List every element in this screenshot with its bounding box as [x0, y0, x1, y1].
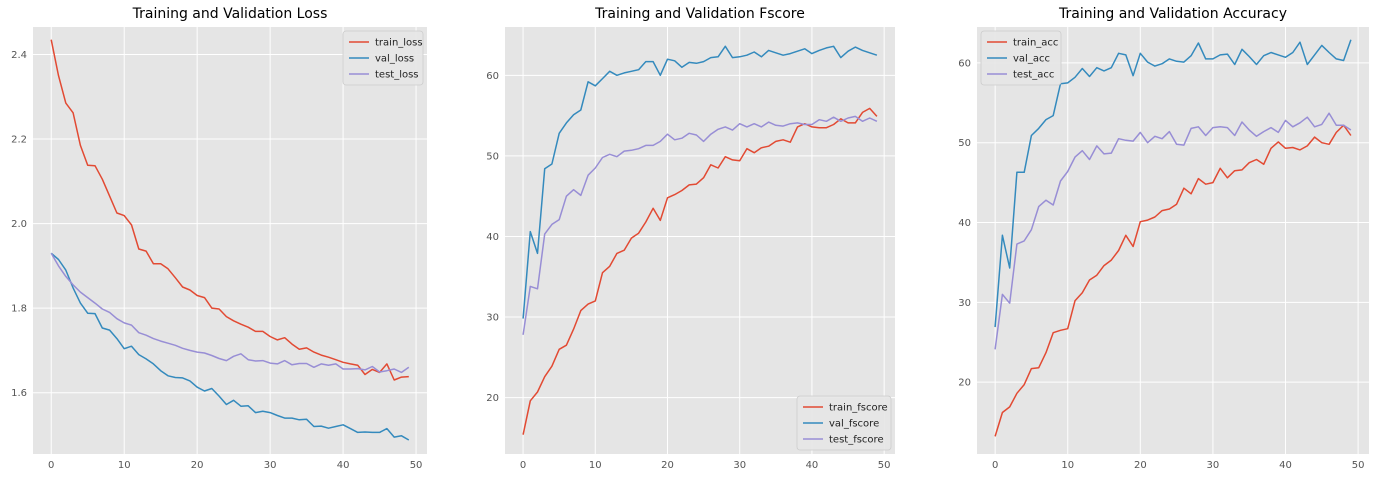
x-tick-label: 50	[410, 460, 423, 471]
plot-area	[977, 27, 1369, 454]
y-tick-label: 1.8	[11, 304, 27, 315]
legend-label: train_fscore	[829, 403, 888, 414]
x-tick-label: 50	[878, 460, 891, 471]
y-tick-label: 30	[486, 313, 499, 324]
x-tick-label: 40	[806, 460, 819, 471]
legend-box	[796, 395, 892, 451]
y-tick-label: 50	[486, 151, 499, 162]
series-line-train_fscore	[522, 107, 878, 435]
plot-area	[33, 27, 427, 454]
y-tick-label: 40	[486, 232, 499, 243]
x-tick-label: 40	[1279, 460, 1292, 471]
y-tick-label: 20	[958, 378, 971, 389]
legend-label: val_loss	[375, 54, 414, 65]
legend: train_acc val_acc test_acc	[980, 30, 1062, 86]
x-tick-label: 50	[1352, 460, 1365, 471]
x-tick-label: 30	[733, 460, 746, 471]
legend: train_fscore val_fscore test_fscore	[796, 395, 892, 451]
x-tick-label: 0	[520, 460, 526, 471]
series-line-test_loss	[50, 252, 410, 374]
legend-label: train_acc	[1013, 38, 1058, 49]
x-tick-label: 40	[337, 460, 350, 471]
y-tick-label: 60	[958, 58, 971, 69]
y-tick-label: 60	[486, 71, 499, 82]
y-tick-label: 20	[486, 393, 499, 404]
y-tick-label: 2.2	[11, 135, 27, 146]
legend-label: test_loss	[375, 70, 419, 81]
legend-label: train_loss	[375, 38, 423, 49]
x-tick-label: 10	[589, 460, 602, 471]
y-tick-label: 50	[958, 138, 971, 149]
series-line-test_acc	[994, 112, 1352, 350]
legend-label: test_acc	[1013, 70, 1054, 81]
x-tick-label: 20	[191, 460, 204, 471]
chart-title: Training and Validation Loss	[132, 6, 328, 22]
y-tick-label: 30	[958, 298, 971, 309]
series-line-train_acc	[994, 124, 1352, 437]
x-tick-label: 30	[264, 460, 277, 471]
y-tick-label: 2.4	[11, 50, 27, 61]
legend-box	[980, 30, 1062, 86]
series-line-val_loss	[50, 252, 410, 441]
x-tick-label: 10	[118, 460, 131, 471]
x-tick-label: 10	[1061, 460, 1074, 471]
x-tick-label: 30	[1207, 460, 1220, 471]
legend-box	[342, 30, 424, 86]
chart-panel-1: 0 10 20 30 40 50 1.6 1.8 2.0 2.2 2.4 Training and V…	[11, 6, 427, 471]
series-line-val_acc	[994, 39, 1352, 328]
chart-title: Training and Validation Fscore	[594, 6, 805, 22]
x-tick-label: 0	[992, 460, 998, 471]
plot-area	[505, 27, 895, 454]
legend-label: test_fscore	[829, 435, 884, 446]
chart-title: Training and Validation Accuracy	[1058, 6, 1287, 22]
series-line-val_fscore	[522, 45, 878, 319]
x-tick-label: 20	[661, 460, 674, 471]
x-tick-label: 0	[48, 460, 54, 471]
legend-label: val_acc	[1013, 54, 1050, 65]
chart-panel-2: 0 10 20 30 40 50 20 30 40 50 60 Training and Valida…	[486, 6, 895, 471]
legend: train_loss val_loss test_loss	[342, 30, 424, 86]
y-tick-label: 40	[958, 218, 971, 229]
x-tick-label: 20	[1134, 460, 1147, 471]
series-line-test_fscore	[522, 115, 878, 335]
chart-panel-3: 0 10 20 30 40 50 20 30 40 50 60 Training and Valida…	[958, 6, 1369, 471]
y-tick-label: 2.0	[11, 219, 27, 230]
y-tick-label: 1.6	[11, 388, 27, 399]
legend-label: val_fscore	[829, 419, 879, 430]
series-line-train_loss	[50, 39, 409, 381]
